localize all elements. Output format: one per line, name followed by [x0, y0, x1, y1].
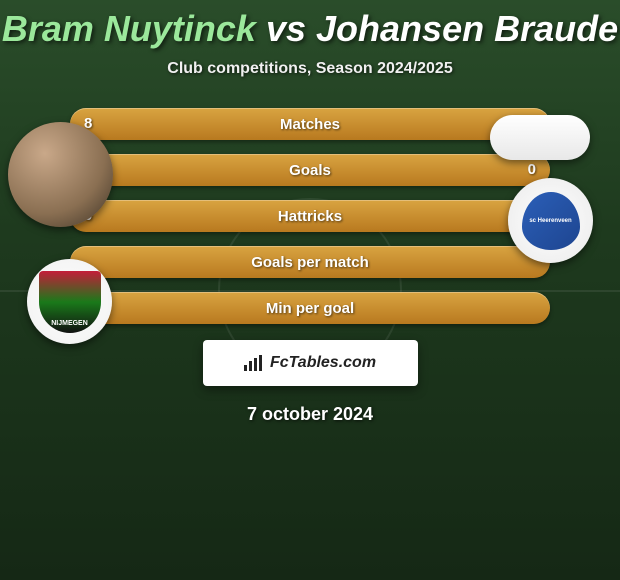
- player2-logo-pill: [490, 115, 590, 160]
- page-title: Bram Nuytinck vs Johansen Braude: [0, 0, 620, 50]
- player2-name: Johansen Braude: [316, 8, 618, 49]
- date-label: 7 october 2024: [0, 404, 620, 425]
- stats-rows: 8 Matches 6 0 Goals 0 0 Hattricks 0 Goal…: [70, 108, 550, 324]
- brand-label: FcTables.com: [270, 354, 376, 372]
- club-badge-left: NIJMEGEN: [27, 259, 112, 344]
- stat-row-matches: 8 Matches 6: [70, 108, 550, 140]
- vs-label: vs: [266, 8, 306, 49]
- stat-label: Hattricks: [278, 208, 342, 225]
- player1-photo: [8, 122, 113, 227]
- stat-label: Goals per match: [251, 254, 369, 271]
- player1-name: Bram Nuytinck: [2, 8, 256, 49]
- brand-pill: FcTables.com: [203, 340, 418, 386]
- stat-row-mpg: Min per goal: [70, 292, 550, 324]
- stat-label: Matches: [280, 116, 340, 133]
- stat-row-hattricks: 0 Hattricks 0: [70, 200, 550, 232]
- stat-row-gpm: Goals per match: [70, 246, 550, 278]
- club-badge-left-label: NIJMEGEN: [39, 271, 101, 333]
- stat-label: Min per goal: [266, 300, 354, 317]
- club-badge-right-label: sc Heerenveen: [522, 192, 580, 250]
- stat-label: Goals: [289, 162, 331, 179]
- stat-row-goals: 0 Goals 0: [70, 154, 550, 186]
- barchart-icon: [244, 355, 264, 371]
- subtitle: Club competitions, Season 2024/2025: [0, 60, 620, 78]
- club-badge-right: sc Heerenveen: [508, 178, 593, 263]
